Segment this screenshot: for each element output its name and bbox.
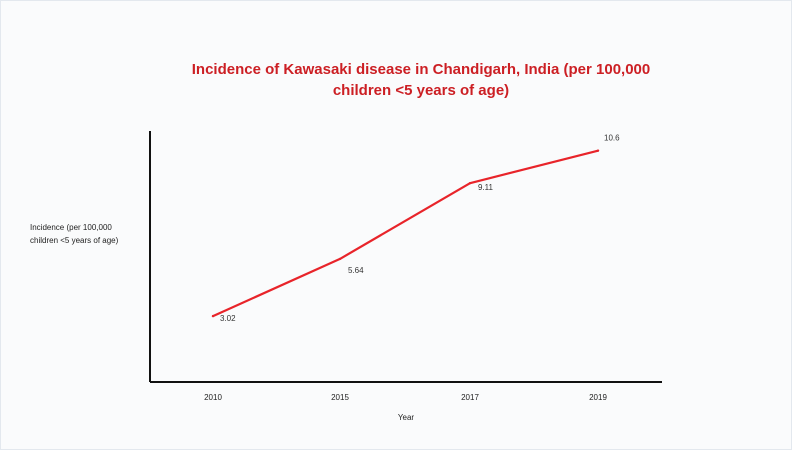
data-label: 9.11 (478, 183, 494, 192)
data-label: 10.6 (604, 134, 620, 143)
x-tick-label: 2019 (589, 393, 607, 402)
data-label: 3.02 (220, 314, 236, 323)
x-tick-label: 2015 (331, 393, 349, 402)
x-tick-label: 2017 (461, 393, 479, 402)
data-label: 5.64 (348, 266, 364, 275)
y-axis-label: Incidence (per 100,000 children <5 years… (30, 223, 119, 245)
x-tick-label: 2010 (204, 393, 222, 402)
data-point (596, 149, 600, 152)
data-point (468, 181, 472, 185)
data-point (338, 257, 342, 261)
series-line (211, 149, 600, 318)
data-point (211, 314, 215, 318)
chart-title: Incidence of Kawasaki disease in Chandig… (191, 61, 651, 99)
x-axis-label: Year (398, 413, 415, 422)
